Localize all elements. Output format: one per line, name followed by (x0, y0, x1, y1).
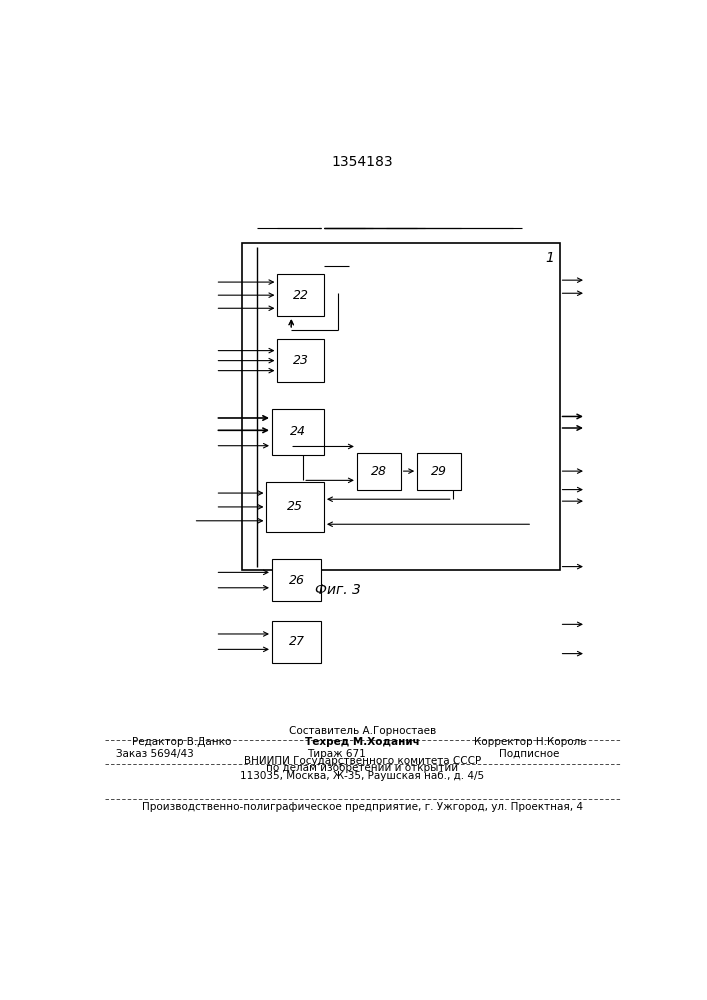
Text: 23: 23 (293, 354, 309, 367)
Text: Производственно-полиграфическое предприятие, г. Ужгород, ул. Проектная, 4: Производственно-полиграфическое предприя… (142, 802, 583, 812)
Text: 29: 29 (431, 465, 447, 478)
Text: 28: 28 (370, 465, 387, 478)
Text: Техред М.Ходанич: Техред М.Ходанич (305, 737, 420, 747)
Bar (357, 453, 401, 490)
Bar (417, 453, 461, 490)
Text: 25: 25 (287, 500, 303, 513)
Text: по делам изобретений и открытий: по делам изобретений и открытий (267, 763, 458, 773)
Text: 22: 22 (293, 289, 309, 302)
Text: Подписное: Подписное (499, 749, 560, 759)
Bar (272, 620, 321, 663)
Text: Фиг. 3: Фиг. 3 (315, 583, 361, 597)
Text: 27: 27 (288, 635, 305, 648)
Text: 1354183: 1354183 (332, 155, 393, 169)
Text: 113035, Москва, Ж-35, Раушская наб., д. 4/5: 113035, Москва, Ж-35, Раушская наб., д. … (240, 771, 484, 781)
Text: Заказ 5694/43: Заказ 5694/43 (116, 749, 194, 759)
Bar (272, 409, 324, 455)
Text: Корректор Н.Король: Корректор Н.Король (474, 737, 587, 747)
Text: ВНИИПИ Государственного комитета СССР: ВНИИПИ Государственного комитета СССР (244, 756, 481, 766)
Bar (277, 339, 324, 382)
Text: Составитель А.Горностаев: Составитель А.Горностаев (288, 726, 436, 736)
Bar (242, 243, 560, 570)
Bar (272, 559, 321, 601)
Text: Тираж 671: Тираж 671 (308, 749, 366, 759)
Text: 24: 24 (290, 425, 306, 438)
Text: Редактор В.Данко: Редактор В.Данко (132, 737, 232, 747)
Text: 1: 1 (545, 251, 554, 265)
Text: 26: 26 (288, 574, 305, 587)
Bar (267, 482, 324, 532)
Bar (277, 274, 324, 316)
